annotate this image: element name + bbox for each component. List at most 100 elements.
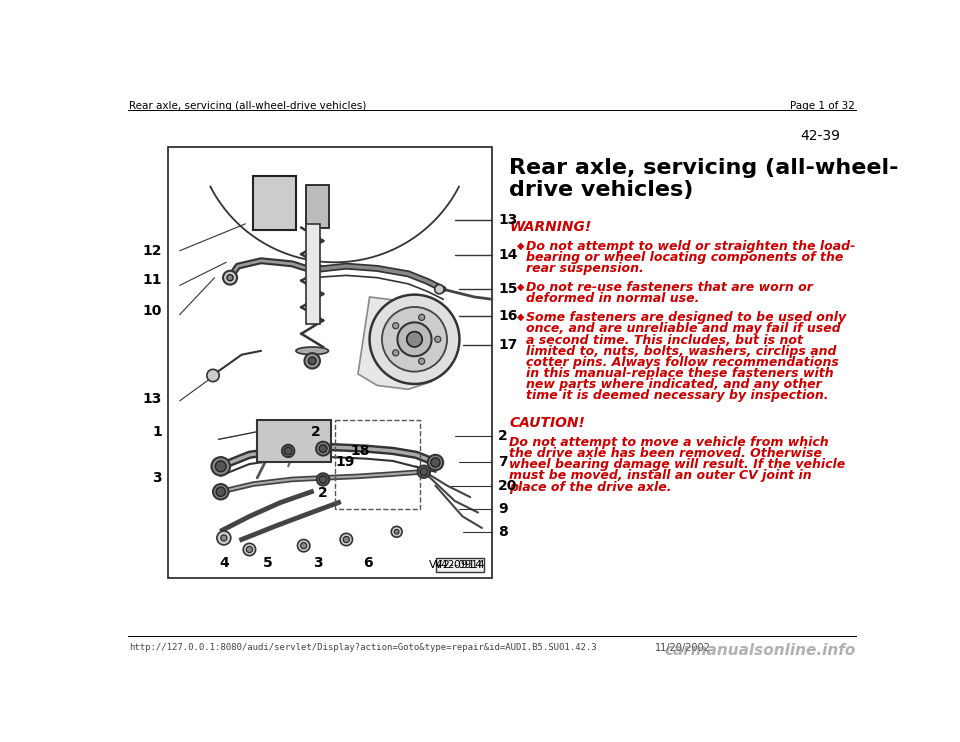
Circle shape — [397, 322, 432, 356]
Bar — [168, 147, 492, 578]
Circle shape — [227, 275, 233, 280]
Circle shape — [319, 476, 327, 483]
Polygon shape — [358, 297, 447, 390]
Text: 13: 13 — [498, 213, 517, 227]
Circle shape — [223, 271, 237, 285]
Text: Do not attempt to weld or straighten the load-: Do not attempt to weld or straighten the… — [526, 240, 855, 253]
Text: Do not attempt to move a vehicle from which: Do not attempt to move a vehicle from wh… — [509, 436, 828, 449]
Circle shape — [418, 465, 430, 478]
Text: Some fasteners are designed to be used only: Some fasteners are designed to be used o… — [526, 311, 846, 324]
Circle shape — [382, 307, 447, 372]
Circle shape — [298, 539, 310, 552]
Circle shape — [216, 487, 226, 496]
Bar — [253, 176, 296, 230]
Circle shape — [407, 332, 422, 347]
Bar — [257, 420, 331, 462]
Circle shape — [435, 336, 441, 342]
Text: 10: 10 — [142, 303, 162, 318]
Text: deformed in normal use.: deformed in normal use. — [526, 292, 700, 305]
Circle shape — [308, 357, 316, 365]
Text: V42-0914: V42-0914 — [428, 560, 483, 571]
Circle shape — [419, 315, 424, 321]
Circle shape — [435, 285, 444, 294]
Text: 15: 15 — [498, 282, 517, 296]
Circle shape — [419, 358, 424, 364]
Text: ◆: ◆ — [516, 282, 524, 292]
Text: 2: 2 — [310, 424, 321, 439]
Ellipse shape — [296, 347, 328, 355]
Circle shape — [304, 353, 320, 369]
Text: Rear axle, servicing (all-wheel-drive vehicles): Rear axle, servicing (all-wheel-drive ve… — [130, 102, 367, 111]
Text: 16: 16 — [498, 309, 517, 324]
Text: 18: 18 — [350, 444, 370, 458]
Text: 5: 5 — [262, 556, 272, 570]
Circle shape — [217, 531, 230, 545]
Bar — [306, 186, 329, 228]
Text: Do not re-use fasteners that are worn or: Do not re-use fasteners that are worn or — [526, 281, 813, 294]
Circle shape — [300, 542, 307, 549]
Circle shape — [243, 543, 255, 556]
Text: WARNING!: WARNING! — [509, 220, 591, 234]
Circle shape — [316, 441, 330, 456]
Text: rear suspension.: rear suspension. — [526, 262, 644, 275]
Text: place of the drive axle.: place of the drive axle. — [509, 481, 672, 493]
Circle shape — [392, 526, 402, 537]
Text: ◆: ◆ — [516, 240, 524, 251]
Text: 7: 7 — [498, 456, 508, 470]
Circle shape — [206, 370, 219, 381]
Text: 19: 19 — [335, 456, 354, 470]
Circle shape — [370, 295, 460, 384]
Text: 11/20/2002: 11/20/2002 — [655, 643, 710, 654]
Circle shape — [393, 349, 398, 356]
Circle shape — [393, 323, 398, 329]
Text: carmanualsonline.info: carmanualsonline.info — [665, 643, 856, 658]
Circle shape — [317, 473, 329, 485]
Text: 20: 20 — [498, 479, 517, 493]
Text: limited to, nuts, bolts, washers, circlips and: limited to, nuts, bolts, washers, circli… — [526, 345, 836, 358]
Text: Rear axle, servicing (all-wheel-: Rear axle, servicing (all-wheel- — [509, 158, 899, 178]
Text: CAUTION!: CAUTION! — [509, 416, 585, 430]
Circle shape — [284, 447, 292, 455]
Text: V42-0914: V42-0914 — [435, 560, 486, 570]
Text: ◆: ◆ — [516, 312, 524, 322]
Text: 6: 6 — [363, 556, 372, 570]
Text: bearing or wheel locating components of the: bearing or wheel locating components of … — [526, 251, 844, 264]
Bar — [306, 224, 320, 324]
Circle shape — [344, 536, 349, 542]
Text: drive vehicles): drive vehicles) — [509, 180, 693, 200]
Text: 42-39: 42-39 — [801, 129, 840, 143]
Bar — [436, 558, 484, 572]
Text: 13: 13 — [142, 393, 162, 407]
Circle shape — [282, 444, 295, 457]
Text: the drive axle has been removed. Otherwise: the drive axle has been removed. Otherwi… — [509, 447, 822, 460]
Text: once, and are unreliable and may fail if used: once, and are unreliable and may fail if… — [526, 322, 841, 335]
Circle shape — [247, 546, 252, 553]
Text: 1: 1 — [152, 424, 162, 439]
Text: must be moved, install an outer CV joint in: must be moved, install an outer CV joint… — [509, 470, 811, 482]
Text: 3: 3 — [153, 471, 162, 485]
Text: 12: 12 — [142, 243, 162, 257]
Circle shape — [431, 458, 440, 467]
Text: 3: 3 — [313, 556, 323, 570]
Circle shape — [319, 444, 327, 453]
Text: 4: 4 — [219, 556, 228, 570]
Text: 2: 2 — [318, 486, 328, 500]
Text: time it is deemed necessary by inspection.: time it is deemed necessary by inspectio… — [526, 390, 828, 402]
Circle shape — [340, 533, 352, 545]
Text: 9: 9 — [498, 502, 508, 516]
Circle shape — [215, 461, 227, 472]
Text: new parts where indicated, and any other: new parts where indicated, and any other — [526, 378, 822, 391]
Text: 11: 11 — [142, 273, 162, 287]
Circle shape — [213, 484, 228, 499]
Text: cotter pins. Always follow recommendations: cotter pins. Always follow recommendatio… — [526, 356, 839, 369]
Text: 2: 2 — [498, 429, 508, 442]
Circle shape — [211, 457, 230, 476]
Circle shape — [395, 530, 399, 534]
Text: 17: 17 — [498, 338, 517, 352]
Circle shape — [221, 535, 227, 541]
Text: in this manual-replace these fasteners with: in this manual-replace these fasteners w… — [526, 367, 833, 380]
Text: wheel bearing damage will result. If the vehicle: wheel bearing damage will result. If the… — [509, 459, 846, 471]
Text: 14: 14 — [498, 248, 517, 262]
Text: http://127.0.0.1:8080/audi/servlet/Display?action=Goto&type=repair&id=AUDI.B5.SU: http://127.0.0.1:8080/audi/servlet/Displ… — [130, 643, 597, 652]
Circle shape — [420, 468, 427, 476]
